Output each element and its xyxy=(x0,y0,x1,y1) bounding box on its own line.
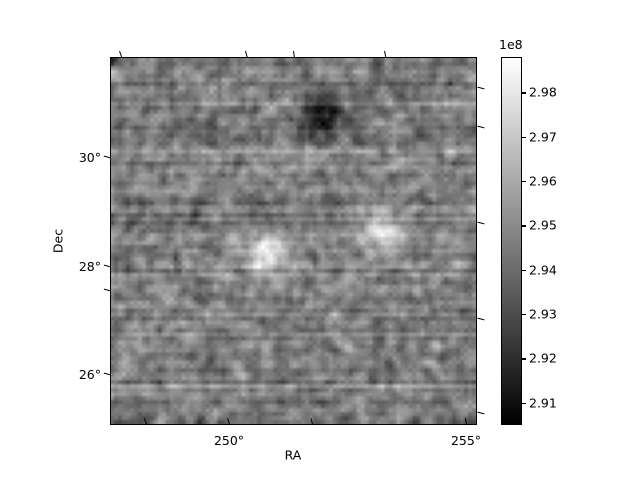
colorbar-tick-label: 2.92 xyxy=(529,350,557,366)
colorbar-tick-label: 2.91 xyxy=(529,395,557,411)
colorbar-tick-label: 2.96 xyxy=(529,173,557,189)
colorbar-tick-label: 2.95 xyxy=(529,217,557,233)
colorbar-tick-mark xyxy=(522,92,526,94)
y-axis-label: Dec xyxy=(50,228,66,254)
colorbar-tick-mark xyxy=(522,225,526,227)
y-tick-label: 28° xyxy=(78,258,101,274)
top-tick-mark xyxy=(245,50,248,57)
colorbar-tick-label: 2.98 xyxy=(529,84,557,100)
right-tick-mark xyxy=(477,125,485,129)
y-tick-label: 26° xyxy=(78,366,101,382)
right-tick-mark xyxy=(477,317,485,321)
top-tick-mark xyxy=(293,50,296,58)
colorbar-tick-label: 2.94 xyxy=(529,262,557,278)
top-tick-mark xyxy=(384,50,387,57)
right-tick-mark xyxy=(477,221,485,225)
x-tick-label: 255° xyxy=(450,433,482,448)
colorbar-tick-label: 2.93 xyxy=(529,306,557,322)
colorbar-tick-mark xyxy=(522,269,526,271)
colorbar-tick-mark xyxy=(522,358,526,360)
colorbar-offset-text: 1e8 xyxy=(499,37,523,52)
y-tick-label: 30° xyxy=(78,149,101,165)
right-tick-mark xyxy=(477,86,485,90)
colorbar-tick-mark xyxy=(522,136,526,138)
colorbar-tick-mark xyxy=(522,402,526,404)
right-tick-mark xyxy=(477,411,485,415)
colorbar-tick-mark xyxy=(522,314,526,316)
colorbar-tick-mark xyxy=(522,181,526,183)
colorbar-tick-label: 2.97 xyxy=(529,129,557,145)
x-tick-label: 250° xyxy=(213,433,245,448)
sky-map-image xyxy=(111,58,476,424)
x-axis-label: RA xyxy=(284,447,302,463)
colorbar[interactable] xyxy=(501,57,522,425)
colorbar-gradient xyxy=(501,57,522,425)
top-tick-mark xyxy=(119,50,123,57)
sky-map-axes[interactable] xyxy=(110,57,477,425)
